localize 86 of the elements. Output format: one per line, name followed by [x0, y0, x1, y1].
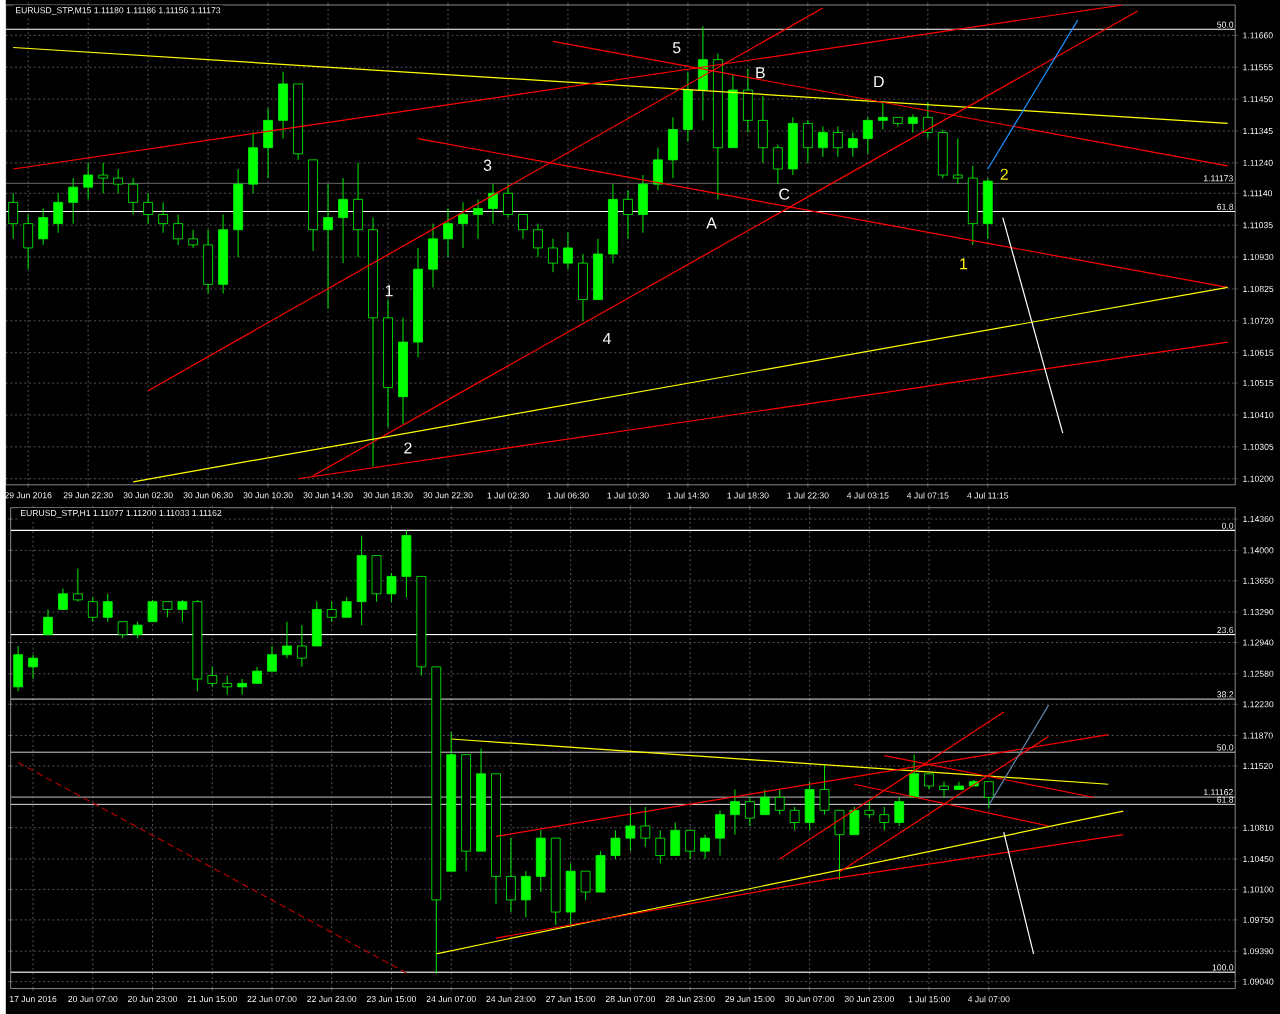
y-tick-label: 1.11140: [1243, 190, 1273, 197]
annotation: C: [779, 188, 790, 200]
annotation: 5: [672, 42, 681, 54]
annotation: 50.0: [1217, 21, 1234, 28]
y-tick-label: 1.10615: [1243, 349, 1274, 356]
annotation: D: [874, 75, 884, 87]
x-tick-label: 30 Jun 14:30: [303, 491, 353, 499]
y-tick-label: 1.11035: [1243, 221, 1273, 228]
x-tick-label: 4 Jul 03:15: [846, 491, 889, 499]
x-tick-label: 1 Jul 22:30: [787, 491, 829, 499]
y-tick-label: 1.14000: [1243, 547, 1274, 554]
x-tick-label: 30 Jun 06:30: [183, 491, 233, 499]
y-tick-label: 1.10720: [1243, 317, 1274, 324]
x-tick-label: 20 Jun 07:00: [68, 995, 118, 1002]
x-tick-label: 22 Jun 07:00: [247, 995, 297, 1002]
x-tick-label: 20 Jun 23:00: [128, 995, 178, 1002]
y-tick-label: 1.09040: [1243, 978, 1274, 985]
x-tick-label: 28 Jun 23:00: [665, 995, 715, 1002]
y-tick-label: 1.12580: [1243, 670, 1274, 677]
x-tick-label: 30 Jun 02:30: [123, 491, 173, 499]
y-tick-label: 1.10825: [1243, 285, 1274, 292]
chart-title: EURUSD_STP,M15 1.11180 1.11186 1.11156 1.11173: [16, 7, 221, 15]
x-tick-label: 29 Jun 15:00: [725, 995, 775, 1002]
y-tick-label: 1.12230: [1243, 700, 1274, 708]
y-tick-label: 1.10200: [1243, 475, 1274, 482]
annotation: 0.0: [1221, 522, 1234, 529]
x-tick-label: 21 Jun 15:00: [187, 995, 237, 1002]
x-tick-label: 29 Jun 22:30: [63, 491, 113, 499]
x-tick-label: 1 Jul 15:00: [908, 995, 950, 1003]
y-tick-label: 1.13290: [1243, 608, 1274, 615]
x-tick-label: 4 Jul 07:15: [906, 491, 949, 499]
y-tick-label: 1.14360: [1243, 515, 1274, 522]
y-tick-label: 1.09390: [1243, 947, 1274, 955]
annotation: 50.0: [1217, 744, 1234, 751]
x-tick-label: 24 Jun 07:00: [426, 995, 476, 1002]
x-tick-label: 24 Jun 23:00: [486, 995, 536, 1002]
x-tick-label: 23 Jun 15:00: [366, 995, 417, 1002]
x-tick-label: 4 Jul 11:15: [967, 491, 1009, 499]
annotation: 1: [960, 258, 968, 270]
x-tick-label: 1 Jul 06:30: [547, 491, 589, 499]
y-tick-label: 1.12940: [1243, 639, 1274, 646]
annotation: 1: [385, 285, 393, 296]
annotation: 3: [483, 159, 492, 171]
x-tick-label: 4 Jul 07:00: [967, 995, 1010, 1003]
annotation: 2: [404, 442, 412, 454]
x-tick-label: 1 Jul 14:30: [667, 491, 709, 499]
annotation: 2: [1000, 168, 1008, 180]
x-tick-label: 30 Jun 22:30: [423, 491, 473, 499]
annotation: 23.6: [1217, 626, 1234, 633]
x-tick-label: 1 Jul 10:30: [607, 491, 649, 499]
y-tick-label: 1.10515: [1243, 379, 1274, 386]
ref-line-label: 1.11173: [1204, 175, 1233, 182]
x-tick-label: 1 Jul 02:30: [487, 491, 529, 499]
x-tick-label: 22 Jun 23:00: [307, 995, 357, 1002]
y-tick-label: 1.10100: [1243, 886, 1274, 893]
y-tick-label: 1.11450: [1243, 95, 1273, 102]
y-tick-label: 1.11660: [1243, 32, 1273, 39]
annotation: B: [756, 66, 765, 78]
x-tick-label: 30 Jun 10:30: [243, 491, 293, 499]
annotation: 61.8: [1217, 203, 1234, 210]
y-tick-label: 1.11240: [1243, 159, 1273, 166]
annotation: 4: [602, 332, 611, 344]
y-tick-label: 1.09750: [1243, 916, 1274, 923]
y-tick-label: 1.10450: [1243, 855, 1274, 862]
x-tick-label: 1 Jul 18:30: [727, 491, 769, 499]
y-tick-label: 1.11345: [1243, 127, 1273, 134]
y-tick-label: 1.10305: [1243, 443, 1274, 450]
y-tick-label: 1.13650: [1243, 577, 1274, 584]
x-tick-label: 30 Jun 07:00: [784, 995, 835, 1002]
annotation: 100.0: [1212, 964, 1234, 971]
annotation: 61.8: [1217, 796, 1234, 803]
annotation: A: [706, 217, 717, 229]
ref-line-label: 1.11162: [1204, 788, 1233, 795]
y-tick-label: 1.10810: [1243, 824, 1274, 831]
x-tick-label: 17 Jun 2016: [9, 995, 57, 1002]
y-tick-label: 1.11520: [1243, 762, 1273, 769]
x-tick-label: 30 Jun 23:00: [844, 995, 894, 1002]
x-tick-label: 30 Jun 18:30: [363, 491, 413, 499]
chart-title: EURUSD_STP,H1 1.11077 1.11200 1.11033 1.11162: [20, 509, 222, 518]
y-tick-label: 1.11870: [1243, 732, 1273, 739]
annotation: 38.2: [1217, 691, 1234, 698]
y-tick-label: 1.11555: [1243, 64, 1273, 71]
y-tick-label: 1.10930: [1243, 253, 1274, 260]
y-tick-label: 1.10410: [1243, 411, 1274, 418]
x-tick-label: 28 Jun 07:00: [605, 995, 655, 1002]
x-tick-label: 27 Jun 15:00: [546, 995, 596, 1002]
